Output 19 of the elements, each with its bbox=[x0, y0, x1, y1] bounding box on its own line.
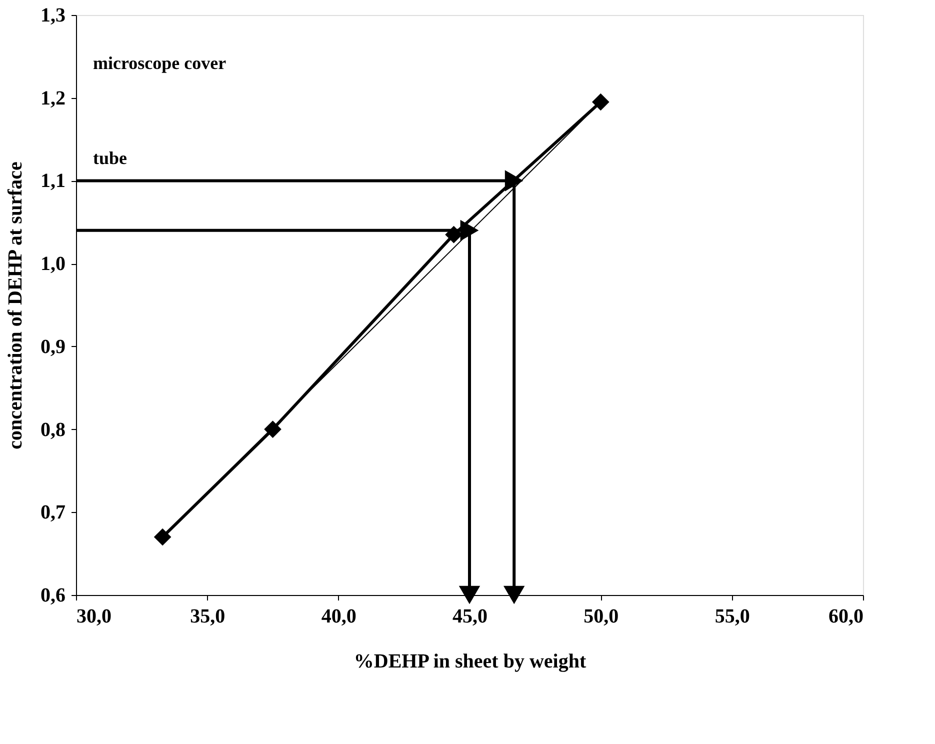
x-axis-title: %DEHP in sheet by weight bbox=[354, 650, 586, 672]
y-axis-title: concentration of DEHP at surface bbox=[4, 162, 26, 450]
y-tick-label: 0,6 bbox=[40, 584, 66, 606]
y-tick-label: 1,0 bbox=[40, 253, 66, 276]
x-tick-label: 60,0 bbox=[828, 606, 864, 628]
annotation: tube bbox=[93, 148, 128, 168]
y-tick-label: 0,7 bbox=[40, 502, 66, 524]
x-tick-label: 55,0 bbox=[714, 606, 750, 628]
x-tick-label: 50,0 bbox=[584, 606, 619, 628]
x-tick-label: 30,0 bbox=[76, 606, 112, 628]
x-tick-label: 35,0 bbox=[190, 606, 226, 628]
y-tick-label: 1,3 bbox=[40, 4, 66, 26]
y-tick-label: 0,8 bbox=[40, 418, 66, 441]
annotation: microscope cover bbox=[93, 53, 226, 73]
x-tick-label: 40,0 bbox=[321, 606, 356, 628]
x-tick-label: 45,0 bbox=[452, 606, 488, 628]
y-tick-label: 1,2 bbox=[40, 87, 66, 110]
y-tick-label: 1,1 bbox=[40, 170, 66, 192]
y-tick-label: 0,9 bbox=[40, 336, 66, 358]
